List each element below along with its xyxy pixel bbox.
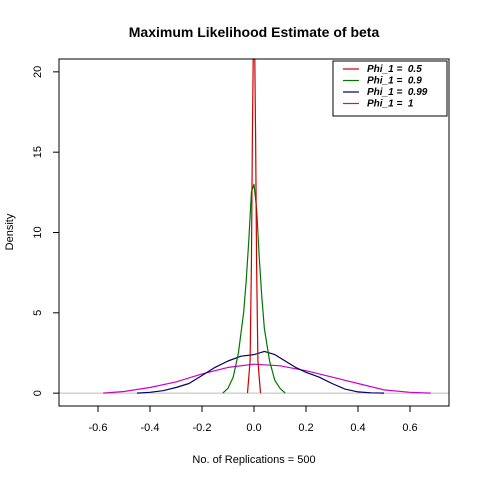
y-tick-label: 10: [32, 226, 44, 238]
legend-label: Phi_1 = 0.99: [367, 87, 428, 98]
x-tick-label: 0.6: [402, 422, 417, 434]
x-axis: -0.6 -0.4 -0.2 0.0 0.2 0.4 0.6: [89, 405, 418, 434]
x-tick-label: 0.0: [246, 422, 261, 434]
x-tick-label: 0.4: [350, 422, 365, 434]
y-tick-label: 20: [32, 66, 44, 78]
y-axis: 0 5 10 15 20: [32, 66, 60, 396]
chart-title: Maximum Likelihood Estimate of beta: [129, 24, 380, 40]
x-axis-label: No. of Replications = 500: [192, 454, 315, 466]
x-tick-label: -0.4: [141, 422, 160, 434]
series-line: [222, 183, 286, 394]
y-axis-label: Density: [4, 213, 16, 250]
x-tick-label: 0.2: [298, 422, 313, 434]
legend-label: Phi_1 = 0.5: [367, 64, 422, 75]
y-tick-label: 0: [32, 390, 44, 396]
series-line: [136, 350, 385, 394]
series-line: [103, 363, 431, 394]
legend-label: Phi_1 = 1: [367, 99, 414, 110]
y-tick-label: 5: [32, 310, 44, 316]
legend-label: Phi_1 = 0.9: [367, 76, 422, 87]
x-tick-label: -0.6: [89, 422, 108, 434]
legend-box: [332, 60, 448, 117]
x-tick-label: -0.2: [193, 422, 212, 434]
y-tick-label: 15: [32, 146, 44, 158]
